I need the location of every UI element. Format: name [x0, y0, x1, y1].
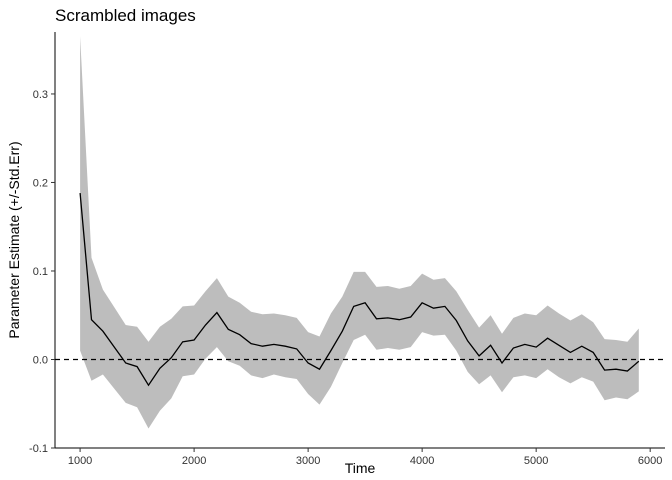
- y-tick-label: 0.2: [33, 177, 48, 189]
- x-axis-ticks: 1000 2000 3000 4000 5000 6000: [68, 448, 662, 467]
- x-tick-label: 2000: [182, 455, 206, 467]
- x-tick-label: 3000: [296, 455, 320, 467]
- estimate-line: [79, 193, 640, 387]
- y-tick-label: 0.3: [33, 89, 48, 101]
- chart-title: Scrambled images: [55, 6, 196, 25]
- std-err-ribbon: [80, 36, 639, 429]
- x-tick-label: 5000: [524, 455, 548, 467]
- y-axis-title: Parameter Estimate (+/-Std.Err): [6, 141, 22, 338]
- x-tick-label: 1000: [68, 455, 92, 467]
- y-tick-label: 0.1: [33, 266, 48, 278]
- plot-area: [55, 36, 665, 429]
- y-tick-label: -0.1: [29, 443, 48, 455]
- x-tick-label: 6000: [638, 455, 662, 467]
- y-tick-label: 0.0: [33, 354, 48, 366]
- x-tick-label: 4000: [410, 455, 434, 467]
- x-axis-title: Time: [345, 460, 376, 476]
- y-axis-ticks: -0.1 0.0 0.1 0.2 0.3: [29, 89, 55, 455]
